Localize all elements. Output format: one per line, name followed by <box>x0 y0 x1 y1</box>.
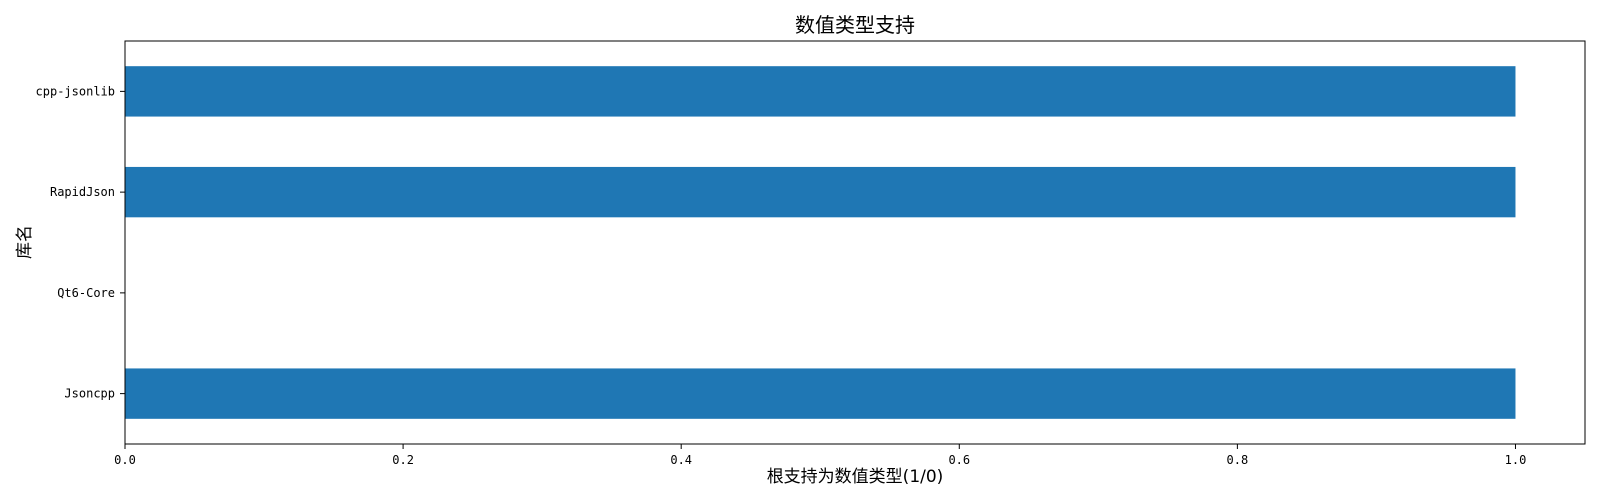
x-tick-label: 0.0 <box>114 453 136 467</box>
x-ticks: 0.0 0.2 0.4 0.6 0.8 1.0 <box>114 444 1526 467</box>
bar-rapidjson <box>125 166 1516 218</box>
x-tick-label: 0.2 <box>392 453 414 467</box>
chart-title: 数值类型支持 <box>795 13 915 37</box>
x-tick-label: 0.6 <box>948 453 970 467</box>
plot-frame <box>124 40 1586 445</box>
bar-cpp-jsonlib <box>125 66 1516 117</box>
bars-layer <box>125 66 1516 419</box>
y-tick-label: RapidJson <box>50 185 115 199</box>
y-axis-label: 库名 <box>15 225 35 259</box>
x-axis-label: 根支持为数值类型(1/0) <box>767 467 944 487</box>
x-tick-label: 1.0 <box>1505 453 1527 467</box>
y-ticks: Jsoncpp Qt6-Core RapidJson cpp-jsonlib <box>36 84 125 401</box>
x-tick-label: 0.8 <box>1227 453 1249 467</box>
y-tick-label: cpp-jsonlib <box>36 84 115 98</box>
x-tick-label: 0.4 <box>670 453 692 467</box>
y-tick-label: Qt6-Core <box>57 286 115 300</box>
bar-jsoncpp <box>125 368 1516 419</box>
y-tick-label: Jsoncpp <box>64 387 115 401</box>
